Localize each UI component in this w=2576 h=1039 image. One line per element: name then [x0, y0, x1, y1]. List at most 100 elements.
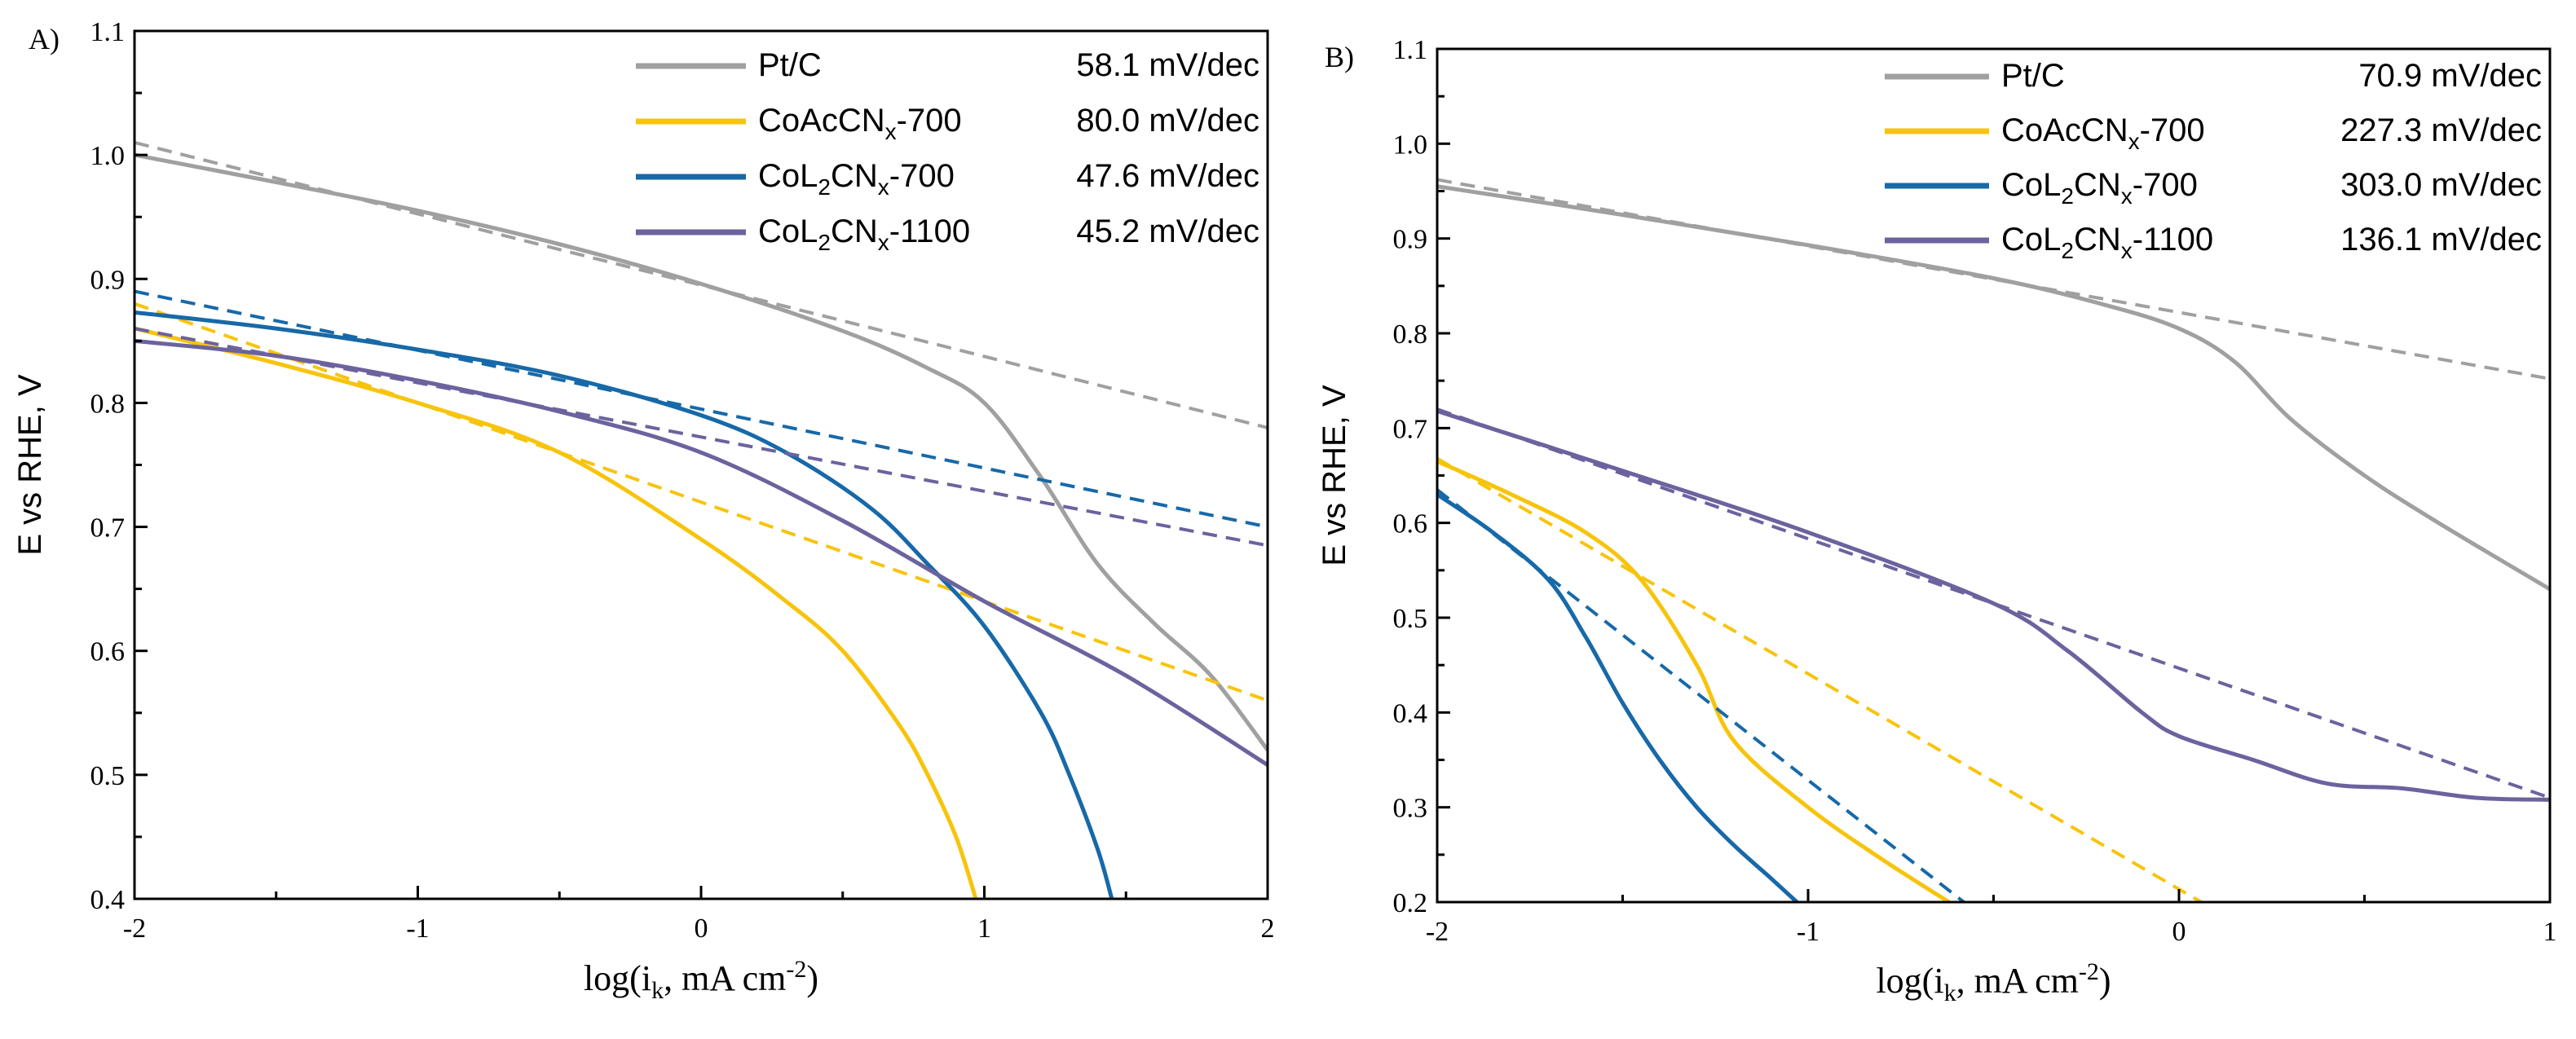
- x-axis-title-sup: -2: [2079, 958, 2099, 985]
- legend-label-sub: x: [878, 174, 889, 200]
- legend-item: CoL2CNx-1100 45.2 mV/dec: [636, 214, 1259, 255]
- legend-label-sub: 2: [818, 174, 831, 200]
- panel-label: A): [29, 23, 60, 55]
- x-tick-label: 1: [977, 914, 991, 944]
- legend-slope: 45.2 mV/dec: [1076, 214, 1259, 249]
- y-tick-label: 0.9: [90, 265, 126, 295]
- x-axis-title-part: , mA cm: [1956, 961, 2079, 1001]
- x-axis-title-part: , mA cm: [664, 958, 786, 998]
- legend-label-part: -1100: [2133, 222, 2213, 258]
- series-line-coaccnx-700: [135, 326, 978, 899]
- plot-data: [1437, 178, 2550, 902]
- legend-label-part: Pt/C: [758, 47, 822, 83]
- legend-label-sub: 2: [818, 230, 831, 255]
- tafel-fit-line-col2cnx-700: [1437, 488, 1965, 902]
- tafel-fit-line-col2cnx-1100: [1437, 407, 2550, 799]
- legend-label-part: Pt/C: [2001, 58, 2065, 94]
- legend-label: Pt/C: [758, 47, 822, 83]
- y-tick-label: 0.4: [1393, 698, 1428, 729]
- legend-slope: 70.9 mV/dec: [2358, 58, 2542, 94]
- legend-item: Pt/C 70.9 mV/dec: [1885, 58, 2542, 94]
- legend-label-part: CN: [2074, 222, 2121, 258]
- x-tick-label: 2: [1261, 914, 1275, 944]
- legend-label-part: CoAcCN: [2001, 112, 2128, 148]
- y-axis-title: E vs RHE, V: [12, 374, 48, 556]
- legend-label-part: CN: [831, 158, 878, 194]
- series-line-col2cnx-700: [1437, 492, 1798, 902]
- legend-label: CoAcCNx-700: [758, 103, 962, 144]
- legend-slope: 303.0 mV/dec: [2340, 167, 2542, 203]
- x-tick-label: -1: [1797, 917, 1820, 947]
- y-tick-label: 0.6: [1393, 509, 1428, 539]
- legend-label-part: CoL: [2001, 167, 2061, 203]
- y-tick-label: 0.8: [90, 389, 126, 419]
- legend-label-part: -700: [2133, 167, 2198, 203]
- y-tick-label: 0.2: [1393, 888, 1428, 918]
- x-tick-label: -2: [1426, 917, 1449, 947]
- x-tick-label: -1: [406, 914, 429, 944]
- y-tick-label: 0.4: [90, 885, 126, 915]
- series-line-pt-c: [135, 152, 1268, 751]
- legend-slope: 58.1 mV/dec: [1076, 47, 1259, 83]
- x-axis-title-sub: k: [1944, 980, 1956, 1006]
- x-axis-title-sup: -2: [786, 956, 806, 983]
- series-line-col2cnx-1100: [1437, 409, 2550, 802]
- x-tick-label: 0: [695, 914, 708, 944]
- series-line-col2cnx-1100: [135, 338, 1268, 767]
- legend-item: CoAcCNx-700 227.3 mV/dec: [1885, 112, 2542, 154]
- y-tick-label: 0.8: [1393, 319, 1428, 350]
- tafel-fit-line-coaccnx-700: [1437, 456, 2203, 902]
- legend-label-sub: 2: [2061, 183, 2074, 209]
- legend-label: CoL2CNx-700: [758, 158, 955, 200]
- legend-label-sub: x: [885, 119, 897, 144]
- legend-label-part: -700: [2140, 112, 2205, 148]
- legend-label-part: CN: [831, 214, 878, 249]
- legend-label-part: -700: [889, 158, 955, 194]
- legend-label-part: CoL: [758, 158, 818, 194]
- legend-label-sub: x: [2121, 238, 2133, 263]
- x-tick-label: 0: [2172, 917, 2186, 947]
- y-tick-label: 0.6: [90, 637, 126, 667]
- x-axis-title-part: ): [2099, 961, 2111, 1001]
- legend-label-part: CoL: [2001, 222, 2061, 258]
- y-tick-label: 1.1: [1393, 35, 1428, 65]
- legend-item: CoL2CNx-700 303.0 mV/dec: [1885, 167, 2542, 209]
- legend-label: CoL2CNx-700: [2001, 167, 2198, 209]
- legend-label-sub: 2: [2061, 238, 2074, 263]
- legend-label: CoL2CNx-1100: [2001, 222, 2213, 263]
- x-axis-title-sub: k: [651, 977, 664, 1004]
- y-tick-label: 1.0: [1393, 130, 1428, 160]
- legend-label: Pt/C: [2001, 58, 2065, 94]
- x-tick-label: -2: [123, 914, 146, 944]
- legend-item: CoL2CNx-1100 136.1 mV/dec: [1885, 222, 2542, 263]
- series-line-col2cnx-700: [135, 310, 1114, 899]
- legend-slope: 136.1 mV/dec: [2340, 222, 2542, 258]
- legend-item: Pt/C 58.1 mV/dec: [636, 47, 1259, 83]
- y-tick-label: 0.7: [1393, 414, 1428, 444]
- x-axis-title-part: log(i: [1876, 961, 1943, 1001]
- x-axis-title-part: log(i: [584, 958, 651, 998]
- y-tick-label: 0.5: [1393, 604, 1428, 634]
- legend-label: CoAcCNx-700: [2001, 112, 2205, 154]
- y-tick-label: 0.7: [90, 513, 126, 544]
- legend-item: CoL2CNx-700 47.6 mV/dec: [636, 158, 1259, 200]
- legend-label-part: CoL: [758, 214, 818, 249]
- legend-label: CoL2CNx-1100: [758, 214, 970, 255]
- legend-label-part: -700: [897, 103, 962, 139]
- tafel-fit-line-coaccnx-700: [135, 302, 1268, 702]
- chart-panel-b: 0.2 0.3 0.4 0.5 0.6 0.7 0.8 0.9 1.0 1.1 -2 -1 0 1 log(…: [1317, 35, 2557, 1006]
- series-line-pt-c: [1437, 184, 2550, 592]
- x-axis-title: log(ik, mA cm-2): [584, 956, 818, 1004]
- y-tick-label: 0.9: [1393, 225, 1428, 255]
- x-axis-title: log(ik, mA cm-2): [1876, 958, 2111, 1006]
- legend-slope: 47.6 mV/dec: [1076, 158, 1259, 194]
- legend-label-sub: x: [2128, 129, 2140, 154]
- chart-panel-a: 0.4 0.5 0.6 0.7 0.8 0.9 1.0 1.1 -2 -1 0 1 2 log(ik, m…: [12, 17, 1275, 1004]
- y-tick-label: 1.1: [90, 17, 126, 47]
- legend-label-part: -1100: [889, 214, 970, 249]
- legend-label-sub: x: [878, 230, 889, 255]
- x-axis-title-part: ): [806, 958, 818, 998]
